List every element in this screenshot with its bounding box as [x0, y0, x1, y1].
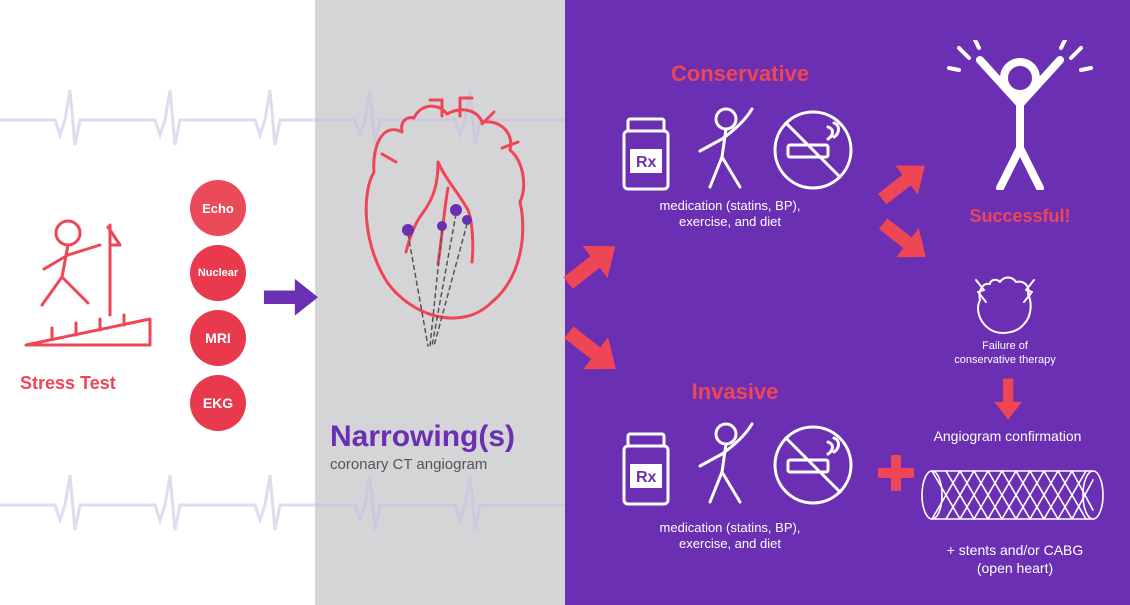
failure-heart-icon [970, 270, 1040, 335]
narrowing-title: Narrowing(s) coronary CT angiogram [330, 418, 550, 474]
arrow-failure-down-icon [983, 377, 1025, 421]
narrowing-title-text: Narrowing(s) [330, 418, 550, 456]
svg-text:Rx: Rx [636, 469, 657, 486]
plus-icon [878, 455, 914, 491]
test-badge-echo: Echo [190, 180, 246, 236]
ekg-bg-bottom-icon [0, 465, 565, 545]
test-badge-ekg: EKG [190, 375, 246, 431]
stent-label: + stents and/or CABG (open heart) [920, 542, 1110, 577]
successful-label: Successful! [940, 205, 1100, 228]
svg-text:Rx: Rx [636, 154, 657, 171]
successful-icon [945, 40, 1095, 190]
test-badge-mri: MRI [190, 310, 246, 366]
stress-test-label: Stress Test [20, 372, 160, 395]
stress-test-icon [20, 215, 160, 365]
heart-icon [342, 92, 542, 352]
angiogram-label: Angiogram confirmation [905, 428, 1110, 446]
invasive-title: Invasive [655, 378, 815, 406]
stent-icon [920, 460, 1105, 530]
failure-label: Failure of conservative therapy [930, 340, 1080, 368]
invasive-icons: Rx [618, 420, 853, 510]
narrowing-subtitle: coronary CT angiogram [330, 456, 550, 475]
test-badge-nuclear: Nuclear [190, 245, 246, 301]
conservative-icons: Rx [618, 105, 853, 195]
arrow-to-heart-icon [262, 275, 320, 321]
conservative-caption: medication (statins, BP), exercise, and … [620, 198, 840, 231]
invasive-caption: medication (statins, BP), exercise, and … [620, 520, 840, 553]
conservative-title: Conservative [640, 60, 840, 88]
